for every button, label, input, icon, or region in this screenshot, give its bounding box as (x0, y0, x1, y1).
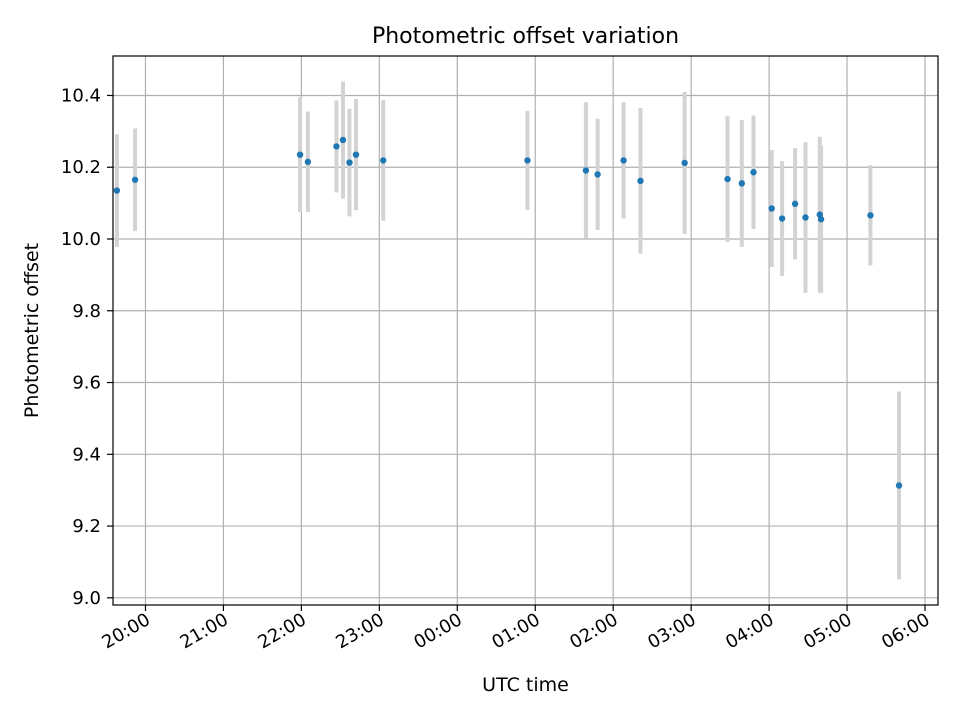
data-point (620, 157, 627, 164)
data-point (594, 171, 601, 178)
y-tick-label: 9.2 (72, 516, 101, 537)
y-tick-label: 10.4 (61, 85, 101, 106)
data-point (582, 167, 590, 174)
y-tick-label: 10.0 (61, 229, 101, 250)
data-point (768, 205, 775, 212)
data-point (738, 180, 746, 187)
data-point (380, 157, 387, 164)
y-tick-label: 9.0 (72, 588, 101, 609)
data-point (131, 176, 139, 183)
data-point (637, 177, 644, 185)
plot-frame (112, 55, 939, 606)
data-point (333, 143, 340, 150)
chart-title: Photometric offset variation (372, 24, 679, 49)
data-point (339, 136, 347, 144)
data-point (346, 159, 353, 166)
data-point (791, 200, 799, 208)
y-tick-label: 9.4 (72, 444, 101, 465)
y-axis-ticks: 9.0 9.2 9.4 9.6 9.8 10.0 10.2 10.4 (61, 85, 113, 609)
data-point (304, 158, 312, 166)
data-point (681, 159, 688, 167)
x-axis-label: UTC time (482, 674, 569, 696)
data-point (296, 151, 304, 158)
y-axis-label: Photometric offset (21, 243, 43, 418)
y-tick-label: 9.6 (72, 373, 101, 394)
data-point (802, 214, 809, 221)
data-point (352, 151, 360, 158)
y-tick-label: 9.8 (72, 301, 101, 322)
y-tick-label: 10.2 (61, 157, 101, 178)
data-point (817, 216, 825, 223)
data-point (113, 187, 121, 194)
data-point (724, 175, 731, 183)
data-points (113, 136, 903, 489)
data-point (867, 212, 874, 219)
data-point (895, 482, 903, 489)
data-point (750, 169, 757, 176)
data-point (778, 215, 786, 222)
data-point (524, 157, 531, 164)
